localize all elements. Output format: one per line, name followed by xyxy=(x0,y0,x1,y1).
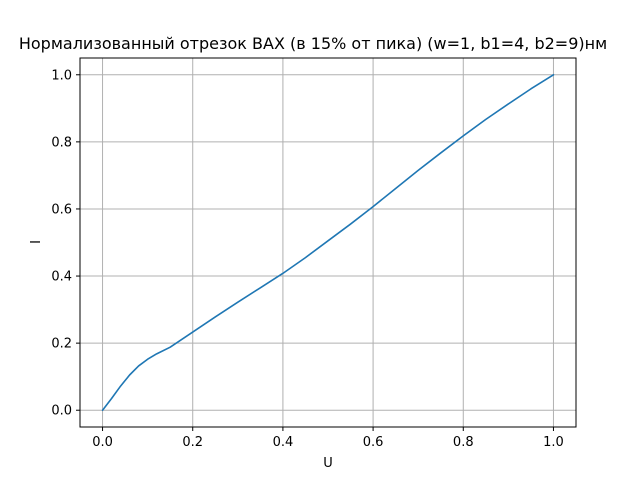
ticks: 0.0 0.2 0.4 0.6 0.8 1.0 0.0 0.2 0.4 0.6 0.8 1.0 xyxy=(51,68,563,450)
plot-frame xyxy=(79,57,577,428)
x-tick-label: 0.6 xyxy=(363,435,384,450)
y-tick-label: 0.2 xyxy=(51,337,72,352)
y-tick-label: 0.6 xyxy=(51,202,72,217)
x-tick-label: 0.8 xyxy=(453,435,474,450)
x-axis-label: U xyxy=(323,456,333,471)
y-tick-label: 0.0 xyxy=(51,404,72,419)
x-tick-label: 1.0 xyxy=(543,435,564,450)
series-layer xyxy=(101,73,555,412)
x-tick-label: 0.0 xyxy=(92,435,113,450)
series-line xyxy=(101,73,555,412)
y-tick-label: 0.4 xyxy=(51,270,72,285)
x-tick-label: 0.2 xyxy=(182,435,203,450)
chart-title: Нормализованный отрезок ВАХ (в 15% от пи… xyxy=(19,34,607,53)
y-tick-label: 1.0 xyxy=(51,68,72,83)
x-tick-label: 0.4 xyxy=(273,435,294,450)
grid xyxy=(80,58,576,427)
y-axis-label: I xyxy=(29,240,44,244)
y-tick-label: 0.8 xyxy=(51,135,72,150)
